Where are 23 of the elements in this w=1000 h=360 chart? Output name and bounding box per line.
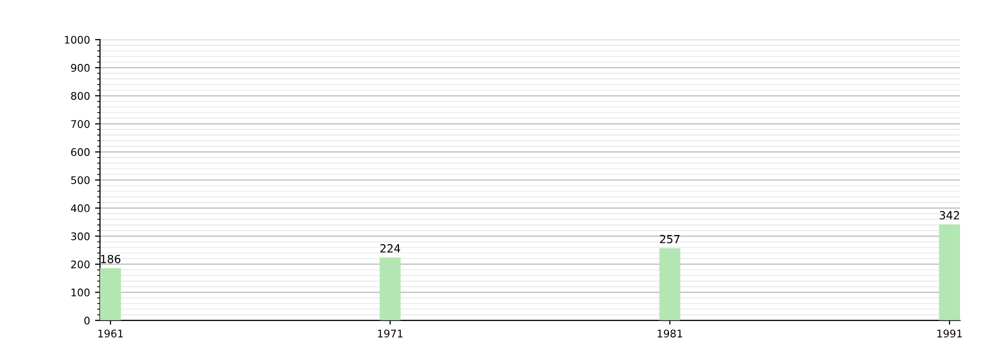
bar [939,224,960,320]
y-tick-label: 100 [72,288,90,296]
y-tick-label: 0 [84,316,90,325]
y-tick-label: 400 [70,204,90,212]
y-tick-label: 200 [71,260,90,268]
data-label: 186 [101,254,120,264]
data-label: 224 [380,244,400,252]
y-tick-label: 300 [71,232,90,240]
x-tick-label: 1981 [658,330,682,338]
x-tick-label: 1971 [378,330,402,338]
y-tick-label: 600 [71,148,90,156]
x-tick-label: 1961 [98,330,123,338]
y-tick-label: 900 [71,64,90,72]
x-tick-label: 1991 [937,330,962,338]
bar [380,258,401,320]
bar [100,268,121,320]
y-tick-label: 700 [71,120,90,128]
y-tick-label: 800 [71,92,90,100]
y-tick-label: 1000 [64,36,90,44]
y-tick-label: 500 [71,176,90,184]
data-label: 342 [940,211,960,220]
bar [659,248,680,320]
data-label: 257 [660,234,680,244]
